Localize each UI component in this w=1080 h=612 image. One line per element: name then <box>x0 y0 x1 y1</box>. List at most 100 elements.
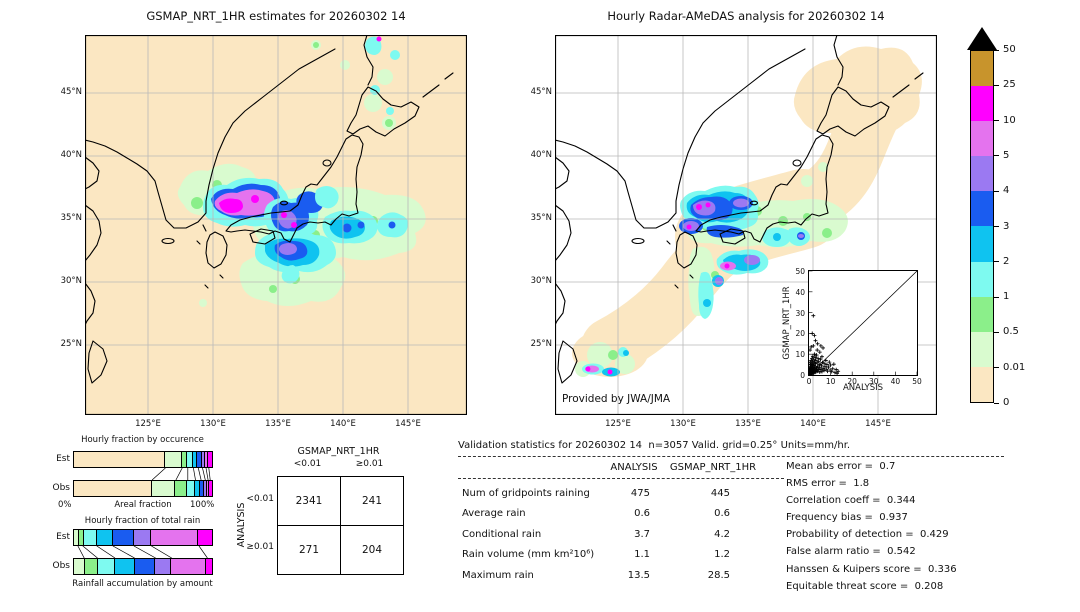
colorbar-tick-label: 3 <box>1003 220 1010 232</box>
left-lon-125: 125°E <box>135 419 161 429</box>
colorbar-tick-label: 25 <box>1003 79 1016 91</box>
colorbar-bands <box>970 50 994 403</box>
bar-segment <box>187 481 195 496</box>
right-lon-140: 140°E <box>800 419 826 429</box>
bar-segment <box>198 530 212 545</box>
colorbar-band <box>971 191 993 227</box>
colorbar-tick-label: 5 <box>1003 149 1010 161</box>
inset-xtick-label: 50 <box>912 377 922 386</box>
left-map-rain-field <box>177 36 426 307</box>
totalrain-caption: Rainfall accumulation by amount <box>72 579 213 589</box>
bar-segment <box>74 559 86 574</box>
colorbar-labels: 50 25 10 5 4 3 2 1 0.5 0.01 0 <box>994 44 1034 408</box>
validation-gsmap-value: 28.5 <box>707 569 730 581</box>
bar-segment <box>85 559 99 574</box>
occurrence-est-label: Est <box>56 454 70 464</box>
contingency-col-label-ge: ≥0.01 <box>355 459 384 469</box>
colorbar-tick <box>994 296 999 298</box>
bar-segment <box>197 452 202 467</box>
colorbar-band <box>971 86 993 122</box>
inset-ytick-label: 50 <box>795 267 805 276</box>
bar-segment <box>200 481 205 496</box>
validation-row: Conditional rain 3.7 4.2 <box>462 529 730 549</box>
validation-gsmap-value: 1.2 <box>714 549 730 561</box>
occurrence-x-min: 0% <box>58 500 72 510</box>
score-line: False alarm ratio = 0.542 <box>786 546 916 558</box>
validation-row: Rain volume (mm km²10⁶) 1.1 1.2 <box>462 549 730 569</box>
contingency-row-label-ge: ≥0.01 <box>246 542 274 552</box>
bar-segment <box>97 530 114 545</box>
colorbar-band <box>971 296 993 332</box>
occurrence-obs-label: Obs <box>52 483 71 493</box>
colorbar-tick <box>994 155 999 157</box>
left-lat-30: 30°N <box>60 276 82 286</box>
bar-segment <box>74 452 166 467</box>
right-lon-130: 130°E <box>670 419 696 429</box>
validation-row-label: Num of gridpoints raining <box>462 488 590 499</box>
contingency-col-label-lt: <0.01 <box>293 459 322 469</box>
colorbar-tick <box>994 261 999 263</box>
validation-analysis-value: 1.1 <box>634 549 650 561</box>
colorbar-tick <box>994 49 999 51</box>
colorbar-band <box>971 51 993 87</box>
colorbar-tick <box>994 402 999 404</box>
left-lat-35: 35°N <box>60 213 82 223</box>
left-lat-25: 25°N <box>60 339 82 349</box>
contingency-row-label-lt: <0.01 <box>246 494 274 504</box>
bar-segment <box>83 530 98 545</box>
bar-segment <box>155 559 172 574</box>
occurrence-xlabel: Areal fraction <box>114 500 172 510</box>
bar-segment <box>113 530 134 545</box>
bar-segment <box>115 559 135 574</box>
score-line: Mean abs error = 0.7 <box>786 461 896 472</box>
colorbar-tick-label: 1 <box>1003 291 1010 303</box>
contingency-row-title: ANALYSIS <box>236 502 247 548</box>
diagonal-reference-line <box>809 271 917 375</box>
colorbar-tick-label: 0 <box>1003 397 1010 408</box>
inset-ytick-label: 30 <box>795 308 805 318</box>
left-lon-145: 145°E <box>395 419 421 429</box>
colorbar-tick-label: 10 <box>1003 114 1016 126</box>
colorbar-tick-label: 0.5 <box>1003 326 1019 338</box>
score-line: Correlation coeff = 0.344 <box>786 495 916 507</box>
totalrain-est-bar <box>73 529 213 546</box>
bar-segment <box>205 452 208 467</box>
scatter-points <box>809 313 841 375</box>
validation-gsmap-value: 4.2 <box>714 528 730 540</box>
validation-col-analysis: ANALYSIS <box>610 462 658 473</box>
occurrence-chart-title: Hourly fraction by occurence <box>81 435 204 445</box>
scatter-plot <box>809 271 917 375</box>
inset-xtick-label: 10 <box>825 377 836 386</box>
colorbar-band <box>971 366 993 402</box>
bar-segment <box>187 452 193 467</box>
left-lat-40: 40°N <box>60 150 82 160</box>
divider-top <box>458 456 1004 457</box>
validation-row-label: Average rain <box>462 508 526 520</box>
contingency-cell-hit-miss: 2341 <box>277 476 341 526</box>
inset-xtick-label: 30 <box>869 377 879 386</box>
occurrence-connectors <box>73 468 213 480</box>
occurrence-x-max: 100% <box>190 500 215 510</box>
contingency-cell-miss: 271 <box>277 525 341 575</box>
left-lon-130: 130°E <box>200 419 226 429</box>
inset-ylabel: GSMAP_NRT_1HR <box>782 286 792 360</box>
bar-segment <box>74 481 152 496</box>
left-map-title: GSMAP_NRT_1HR estimates for 20260302 14 <box>146 9 406 23</box>
colorbar-tick <box>994 331 999 333</box>
bar-segment <box>134 559 156 574</box>
right-lat-35: 35°N <box>530 213 552 223</box>
colorbar-band <box>971 226 993 262</box>
colorbar-tick <box>994 190 999 192</box>
bar-segment <box>206 559 212 574</box>
right-map-title: Hourly Radar-AMeDAS analysis for 2026030… <box>607 9 885 23</box>
inset-ytick-label: 40 <box>795 287 805 297</box>
inset-xtick-label: 40 <box>890 377 901 386</box>
inset-xlabel: ANALYSIS <box>842 383 884 393</box>
bar-segment <box>207 481 210 496</box>
colorbar-tick-label: 4 <box>1003 185 1010 197</box>
validation-col-gsmap: GSMAP_NRT_1HR <box>669 462 757 473</box>
right-lat-45: 45°N <box>530 87 552 97</box>
colorbar-tick <box>994 84 999 86</box>
right-lat-40: 40°N <box>530 150 552 160</box>
validation-row: Average rain 0.6 0.6 <box>462 508 730 528</box>
